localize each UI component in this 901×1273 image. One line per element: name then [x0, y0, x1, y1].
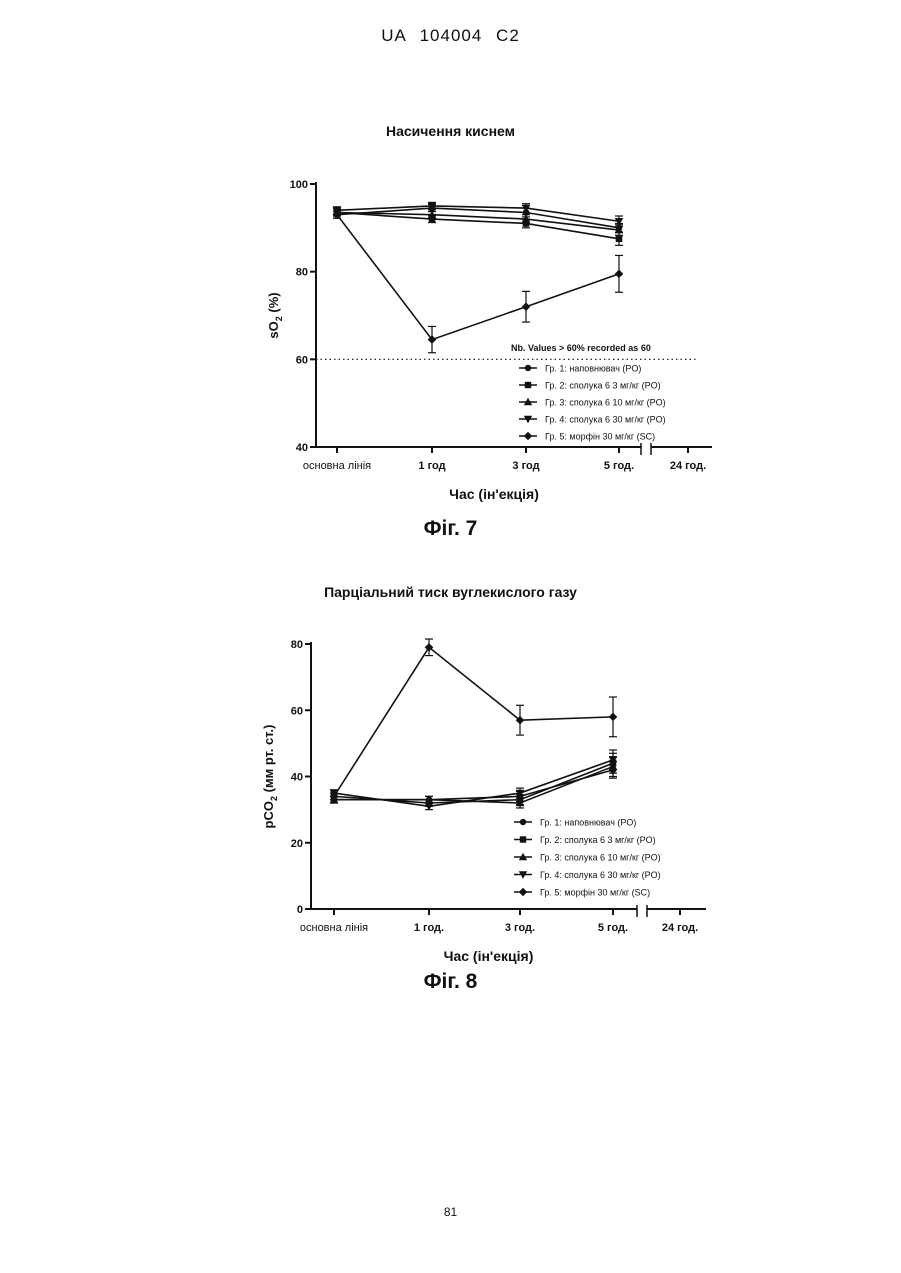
x-axis-label: Час (ін'екція) [449, 486, 539, 502]
x-tick-label: основна лінія [303, 460, 371, 472]
data-point [615, 270, 624, 279]
figure-7-label: Фіг. 7 [0, 517, 901, 541]
data-point [522, 302, 531, 311]
x-tick-label: 1 год [418, 460, 445, 472]
x-tick-label: 24 год. [662, 922, 698, 934]
data-point [609, 713, 618, 722]
series-2 [333, 209, 623, 245]
y-tick-label: 80 [291, 639, 303, 651]
y-tick-label: 40 [296, 442, 308, 454]
legend-entry: Гр. 2: сполука 6 3 мг/кг (PO) [540, 835, 656, 845]
x-tick-label: 5 год. [604, 460, 634, 472]
legend-entry: Гр. 5: морфін 30 мг/кг (SC) [540, 888, 650, 898]
x-tick-label: 3 год [512, 460, 539, 472]
y-tick-label: 80 [296, 267, 308, 279]
legend-entry: Гр. 4: сполука 6 30 мг/кг (PO) [540, 870, 661, 880]
x-tick-label: 5 год. [598, 922, 628, 934]
chart-note: Nb. Values > 60% recorded as 60 [511, 343, 651, 353]
y-axis-label: pCO2 (мм рт. ст.) [261, 725, 279, 829]
chart-1-plot: 40 60 80 100 основна лінія 1 год 3 год 5 год. 24… [266, 179, 712, 502]
chart-2-plot: 0 20 40 60 80 основна лінія 1 год. 3 год. 5 год.… [261, 639, 706, 964]
series-5-line [337, 215, 619, 340]
legend-marker [519, 888, 527, 896]
page-number: 81 [0, 1205, 901, 1219]
data-point [616, 235, 623, 242]
x-tick-label: 24 год. [670, 460, 706, 472]
y-tick-label: 100 [290, 179, 308, 191]
legend-entry: Гр. 1: наповнювач (PO) [545, 364, 641, 374]
y-tick-label: 60 [296, 354, 308, 366]
legend-marker [520, 836, 526, 842]
x-tick-label: 1 год. [414, 922, 444, 934]
chart-2-title: Парціальний тиск вуглекислого газу [0, 584, 901, 600]
y-tick-label: 20 [291, 838, 303, 850]
y-axis-label: sO2 (%) [266, 292, 284, 338]
y-tick-label: 0 [297, 904, 303, 916]
legend-marker [520, 819, 526, 825]
oxygen-saturation-chart: 40 60 80 100 основна лінія 1 год 3 год 5 год. 24… [0, 160, 901, 560]
legend-entry: Гр. 3: сполука 6 10 мг/кг (PO) [540, 853, 661, 863]
legend-entry: Гр. 4: сполука 6 30 мг/кг (PO) [545, 415, 666, 425]
y-tick-label: 60 [291, 705, 303, 717]
x-tick-label: 3 год. [505, 922, 535, 934]
figure-8-label: Фіг. 8 [0, 970, 901, 994]
carbon-dioxide-pressure-chart: 0 20 40 60 80 основна лінія 1 год. 3 год. 5 год.… [0, 620, 901, 1020]
legend-marker [525, 365, 531, 371]
legend-marker [524, 432, 532, 440]
legend-entry: Гр. 5: морфін 30 мг/кг (SC) [545, 432, 655, 442]
chart-1-title: Насичення киснем [0, 123, 901, 139]
legend-entry: Гр. 3: сполука 6 10 мг/кг (PO) [545, 398, 666, 408]
x-tick-label: основна лінія [300, 922, 368, 934]
y-tick-label: 40 [291, 772, 303, 784]
document-id: UA 104004 C2 [0, 26, 901, 46]
legend-entry: Гр. 1: наповнювач (PO) [540, 818, 636, 828]
legend-marker [525, 382, 531, 388]
series-5 [330, 639, 618, 801]
legend-entry: Гр. 2: сполука 6 3 мг/кг (PO) [545, 381, 661, 391]
x-axis-label: Час (ін'екція) [444, 948, 534, 964]
